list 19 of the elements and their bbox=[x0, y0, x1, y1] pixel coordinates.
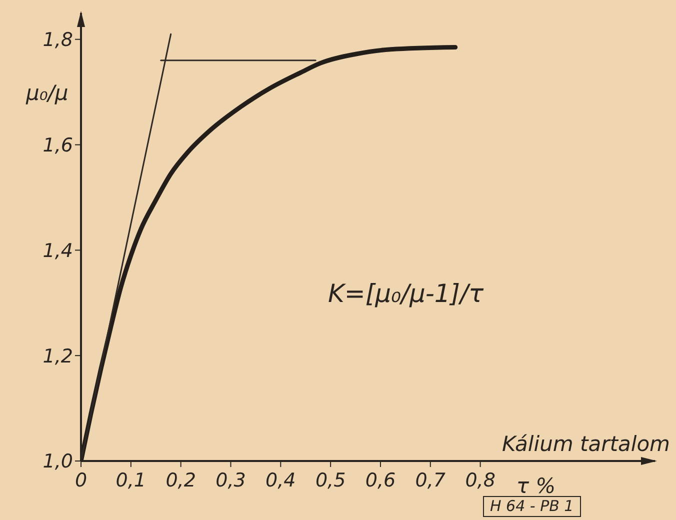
text: H 64 - PB 1 bbox=[490, 497, 574, 515]
y-tick-label: 1,6 bbox=[42, 134, 73, 157]
y-tick-label: 1,2 bbox=[42, 345, 73, 368]
x-tick-label: 0,6 bbox=[365, 469, 396, 492]
x-tick-label: 0,8 bbox=[465, 469, 496, 492]
y-tick-label: 1,8 bbox=[42, 29, 73, 52]
x-tick-label: 0,2 bbox=[166, 469, 196, 492]
x-tick-label: 0 bbox=[74, 469, 88, 492]
y-tick-label: 1,4 bbox=[42, 240, 73, 262]
x-tick-label: 0,1 bbox=[116, 469, 146, 492]
x-tick-label: 0,5 bbox=[315, 469, 346, 492]
annotation: K=[μ₀/μ-1]/τ bbox=[328, 279, 484, 308]
y-tick-label: 1,0 bbox=[42, 450, 73, 473]
y-axis-title: μ₀/μ bbox=[25, 81, 68, 105]
x-tick-label: 0,7 bbox=[415, 469, 446, 492]
x-tick-label: 0,3 bbox=[216, 469, 246, 492]
x-tick-label: 0,4 bbox=[266, 469, 296, 492]
text: τ % bbox=[516, 474, 556, 498]
x-axis-title: Kálium tartalom bbox=[502, 432, 670, 456]
